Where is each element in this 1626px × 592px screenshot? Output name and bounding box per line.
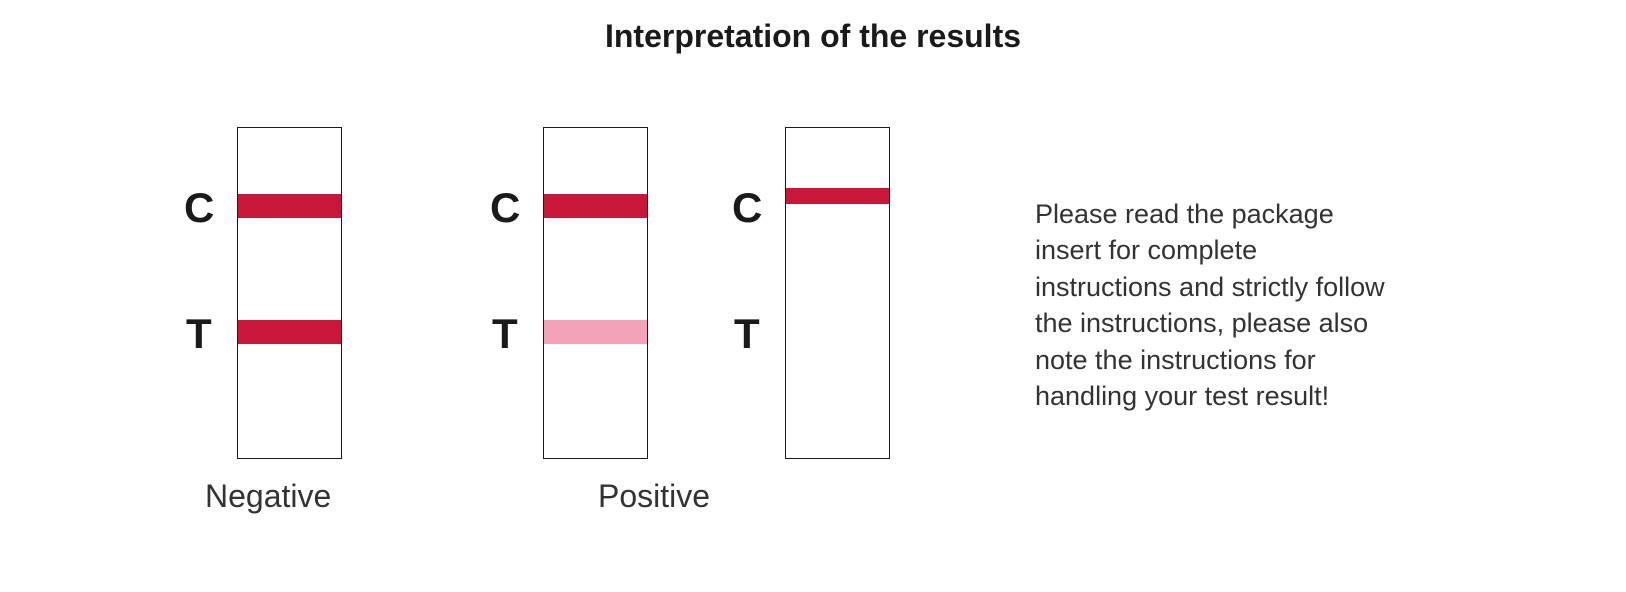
test-marker: T: [734, 310, 760, 358]
test-strip-negative: [237, 127, 342, 459]
control-band: [238, 194, 341, 218]
test-band: [238, 320, 341, 344]
caption-negative: Negative: [205, 478, 331, 515]
control-band: [544, 194, 647, 218]
diagram-title: Interpretation of the results: [0, 18, 1626, 55]
test-strip-positive-strong: [543, 127, 648, 459]
caption-positive: Positive: [598, 478, 710, 515]
control-marker: C: [732, 184, 762, 232]
control-band: [786, 188, 889, 204]
test-band: [544, 320, 647, 344]
test-marker: T: [492, 310, 518, 358]
instructions-text: Please read the package insert for compl…: [1035, 196, 1395, 415]
control-marker: C: [184, 184, 214, 232]
test-marker: T: [186, 310, 212, 358]
control-marker: C: [490, 184, 520, 232]
test-strip-positive-controlonly: [785, 127, 890, 459]
